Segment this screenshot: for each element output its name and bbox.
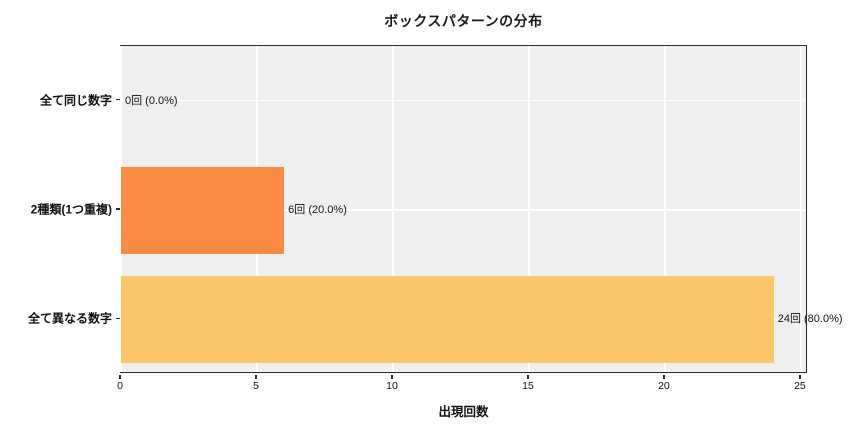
gridline-vertical (664, 46, 666, 372)
x-tick-label: 10 (386, 380, 398, 392)
x-tick-mark (663, 374, 665, 379)
x-tick-label: 25 (794, 380, 806, 392)
bar-value-label: 6回 (20.0%) (288, 204, 347, 216)
gridline-vertical (800, 46, 802, 372)
chart-title: ボックスパターンの分布 (384, 13, 543, 29)
plot-area (120, 45, 807, 373)
x-tick-mark (527, 374, 529, 379)
bar-value-label: 24回 (80.0%) (777, 313, 843, 326)
x-tick-mark (255, 374, 257, 379)
x-tick-label: 20 (658, 380, 670, 392)
gridline-horizontal (121, 209, 806, 211)
x-tick-label: 5 (253, 380, 259, 392)
y-tick-label: 2種類(1つ重複) (30, 202, 112, 217)
x-tick-mark (391, 374, 393, 379)
bar-value-label: 0回 (0.0%) (125, 94, 178, 107)
gridline-vertical (392, 46, 394, 372)
y-tick-mark (115, 317, 120, 319)
y-tick-label: 全て同じ数字 (39, 93, 112, 108)
bar (121, 166, 285, 254)
bar (121, 275, 774, 363)
x-tick-mark (119, 374, 121, 379)
y-tick-label: 全て異なる数字 (27, 311, 112, 326)
x-tick-label: 0 (117, 380, 123, 392)
y-tick-mark (115, 99, 120, 101)
gridline-horizontal (121, 100, 806, 102)
x-tick-label: 15 (522, 380, 534, 392)
gridline-vertical (528, 46, 530, 372)
y-tick-mark (115, 208, 120, 210)
x-tick-mark (799, 374, 801, 379)
x-axis-label: 出現回数 (438, 405, 489, 419)
